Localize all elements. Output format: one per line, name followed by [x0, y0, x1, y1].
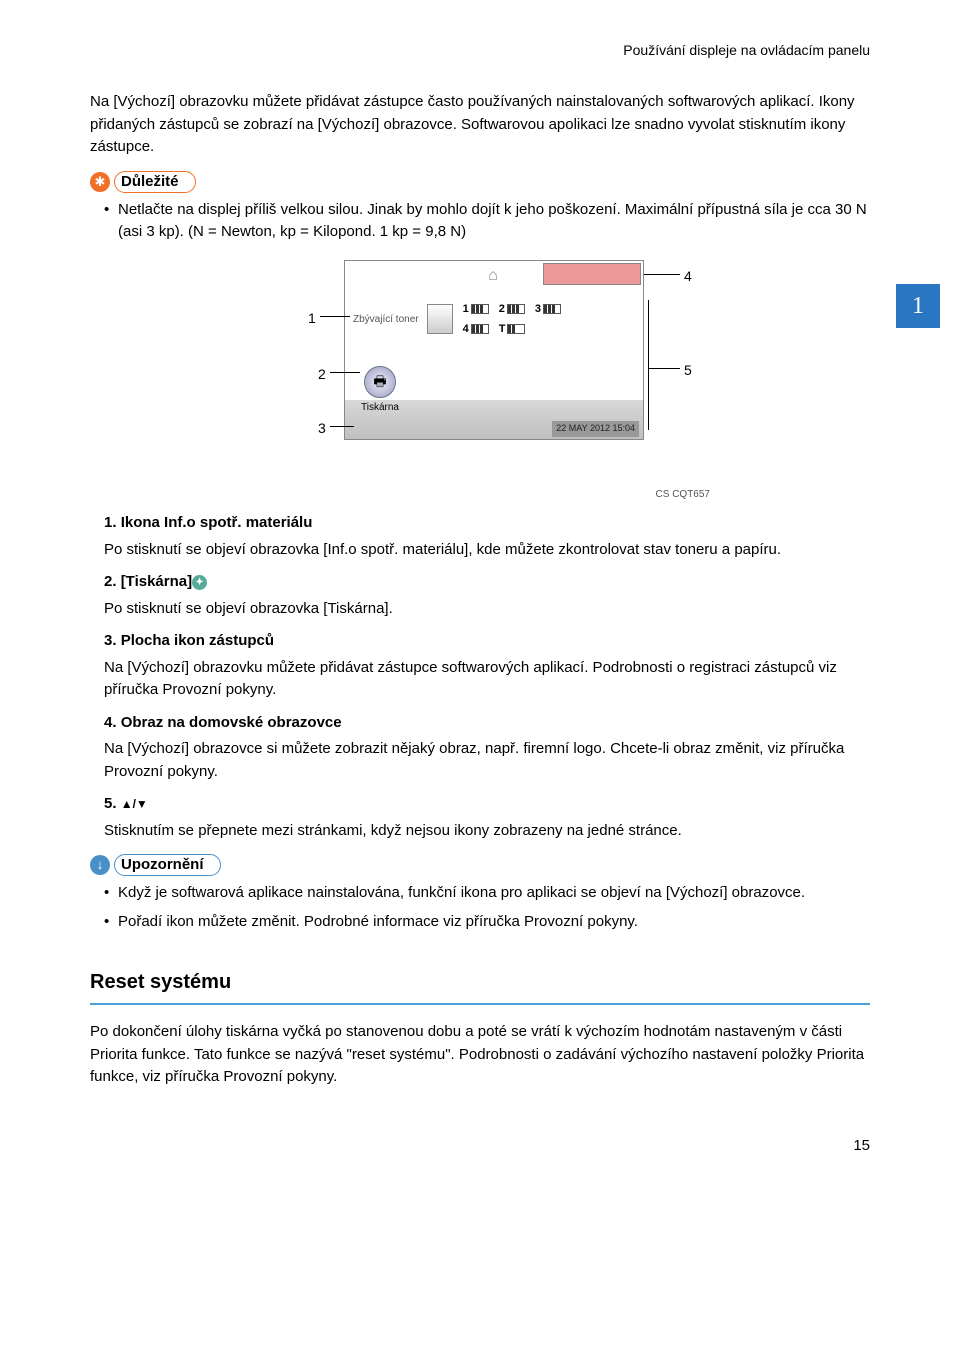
list-item: 2. [Tiskárna]✦ Po stisknutí se objeví ob… — [104, 571, 870, 620]
printer-icon: 🖶 — [364, 366, 396, 398]
datetime-text: 22 MAY 2012 15:04 — [552, 421, 639, 437]
leader-line — [330, 426, 354, 427]
list-item: 1. Ikona Inf.o spotř. materiálu Po stisk… — [104, 512, 870, 561]
callout-4: 4 — [684, 266, 692, 287]
globe-icon: ✦ — [192, 575, 207, 590]
list-item: 5. ▲/▼ Stisknutím se přepnete mezi strán… — [104, 793, 870, 842]
toner-row: Zbývající toner 1 2 3 4 T — [353, 301, 643, 338]
arrow-down-icon: ↓ — [90, 855, 110, 875]
gauge-4: 4 — [463, 321, 489, 338]
reset-body: Po dokončení úlohy tiskárna vyčká po sta… — [90, 1021, 870, 1089]
important-callout: ✱ Důležité — [90, 171, 870, 193]
important-bullet: Netlačte na displej příliš velkou silou.… — [104, 199, 870, 244]
page-header: Používání displeje na ovládacím panelu — [90, 40, 870, 61]
intro-paragraph: Na [Výchozí] obrazovku můžete přidávat z… — [90, 91, 870, 159]
list-item-body: Stisknutím se přepnete mezi stránkami, k… — [104, 820, 870, 843]
display-figure: ⌂ Zbývající toner 1 2 3 4 T — [250, 260, 710, 480]
callout-3: 3 — [318, 418, 326, 439]
gauge-2: 2 — [499, 301, 525, 318]
callout-5: 5 — [684, 360, 692, 381]
figure-container: ⌂ Zbývající toner 1 2 3 4 T — [90, 260, 870, 503]
figure-ref: CS CQT657 — [250, 487, 710, 502]
gauge-1: 1 — [463, 301, 489, 318]
screen-mockup: ⌂ Zbývající toner 1 2 3 4 T — [344, 260, 644, 440]
list-item-body: Po stisknutí se objeví obrazovka [Inf.o … — [104, 539, 870, 562]
note-label: Upozornění — [114, 854, 221, 876]
leader-line — [648, 300, 649, 430]
numbered-list: 1. Ikona Inf.o spotř. materiálu Po stisk… — [90, 512, 870, 842]
home-icon: ⌂ — [443, 261, 543, 287]
heading-rule — [90, 1003, 870, 1005]
star-icon: ✱ — [90, 172, 110, 192]
printer-label: Tiskárna — [361, 400, 399, 415]
leader-line — [648, 368, 680, 369]
section-number-tab: 1 — [896, 284, 940, 328]
important-label: Důležité — [114, 171, 196, 193]
leader-line — [644, 274, 680, 275]
page-number: 15 — [90, 1135, 870, 1158]
list-item: 3. Plocha ikon zástupců Na [Výchozí] obr… — [104, 630, 870, 702]
toner-cube-icon — [427, 304, 453, 334]
gauge-3: 3 — [535, 301, 561, 318]
list-item-body: Na [Výchozí] obrazovce si můžete zobrazi… — [104, 738, 870, 783]
leader-line — [330, 372, 360, 373]
important-bullets: Netlačte na displej příliš velkou silou.… — [90, 199, 870, 244]
gauge-t: T — [499, 321, 526, 338]
printer-block: 🖶 Tiskárna — [361, 366, 399, 415]
callout-1: 1 — [308, 308, 316, 329]
note-bullet: Pořadí ikon můžete změnit. Podrobné info… — [104, 911, 870, 934]
banner-box — [543, 263, 641, 285]
list-item-body: Po stisknutí se objeví obrazovka [Tiskár… — [104, 598, 870, 621]
note-bullets: Když je softwarová aplikace nainstalován… — [90, 882, 870, 933]
list-item-body: Na [Výchozí] obrazovku můžete přidávat z… — [104, 657, 870, 702]
list-item: 4. Obraz na domovské obrazovce Na [Výcho… — [104, 712, 870, 784]
toner-label: Zbývající toner — [353, 312, 419, 327]
reset-heading: Reset systému — [90, 967, 870, 997]
leader-line — [320, 316, 350, 317]
callout-2: 2 — [318, 364, 326, 385]
note-bullet: Když je softwarová aplikace nainstalován… — [104, 882, 870, 905]
note-callout: ↓ Upozornění — [90, 854, 870, 876]
